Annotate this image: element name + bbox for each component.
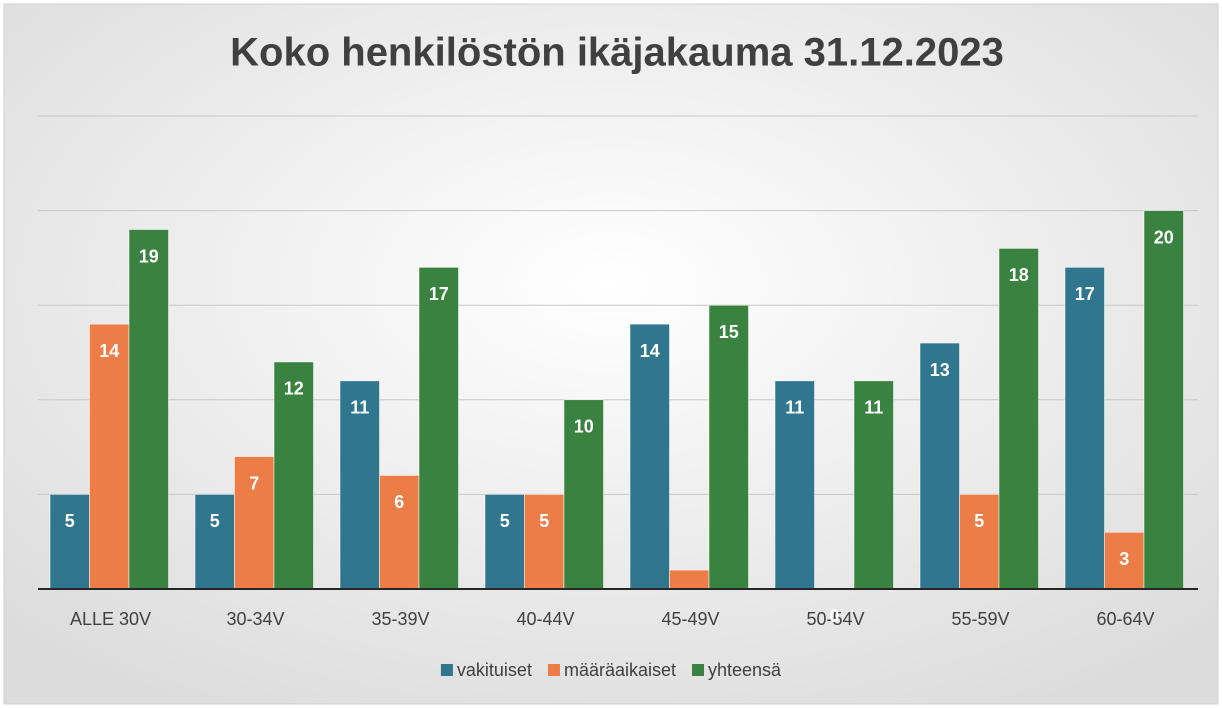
bar bbox=[1143, 210, 1184, 590]
data-label: 11 bbox=[350, 398, 369, 418]
data-label: 10 bbox=[574, 417, 594, 437]
bar bbox=[524, 494, 565, 590]
data-label: 3 bbox=[1119, 549, 1129, 569]
bar bbox=[128, 229, 169, 590]
bar bbox=[629, 323, 670, 590]
bar bbox=[998, 248, 1039, 590]
x-tick-label: 60-64V bbox=[1096, 609, 1154, 629]
bar bbox=[1104, 531, 1145, 590]
bar bbox=[1064, 267, 1105, 590]
bar bbox=[853, 380, 894, 590]
data-label: 5 bbox=[65, 511, 75, 531]
bar bbox=[49, 494, 90, 590]
x-tick-label: 45-49V bbox=[661, 609, 719, 629]
data-label: 0 bbox=[829, 606, 839, 626]
bar bbox=[339, 380, 380, 590]
data-label: 19 bbox=[139, 246, 159, 266]
x-tick-label: ALLE 30V bbox=[70, 609, 151, 629]
data-label: 14 bbox=[640, 341, 660, 361]
data-label: 15 bbox=[719, 322, 739, 342]
legend-label: määräaikaiset bbox=[564, 660, 676, 680]
x-tick-label: 30-34V bbox=[226, 609, 284, 629]
data-label: 20 bbox=[1154, 227, 1174, 247]
data-label: 5 bbox=[974, 511, 984, 531]
bar bbox=[418, 267, 459, 590]
x-tick-label: 35-39V bbox=[371, 609, 429, 629]
data-label: 17 bbox=[429, 284, 449, 304]
bar bbox=[959, 494, 1000, 590]
chart-title: Koko henkilöstön ikäjakauma 31.12.2023 bbox=[230, 31, 1004, 75]
data-label: 12 bbox=[284, 379, 304, 399]
bar bbox=[919, 342, 960, 590]
bar bbox=[194, 494, 235, 590]
data-label: 11 bbox=[864, 398, 883, 418]
legend-swatch bbox=[692, 664, 705, 676]
data-label: 13 bbox=[930, 360, 950, 380]
bar bbox=[273, 361, 314, 590]
x-tick-label: 40-44V bbox=[516, 609, 574, 629]
legend-swatch bbox=[440, 664, 453, 676]
data-label: 7 bbox=[249, 473, 259, 493]
legend-label: vakituiset bbox=[457, 660, 532, 680]
data-label: 6 bbox=[394, 492, 404, 512]
x-tick-label: 50-54V bbox=[806, 609, 864, 629]
bar bbox=[563, 399, 604, 590]
data-label: 5 bbox=[500, 511, 510, 531]
data-label: 5 bbox=[210, 511, 220, 531]
x-tick-label: 55-59V bbox=[951, 609, 1009, 629]
legend-label: yhteensä bbox=[708, 660, 782, 680]
bar bbox=[669, 569, 710, 590]
data-label: 18 bbox=[1009, 265, 1029, 285]
bar bbox=[484, 494, 525, 590]
data-label: 5 bbox=[539, 511, 549, 531]
data-label: 17 bbox=[1075, 284, 1095, 304]
data-label: 11 bbox=[785, 398, 804, 418]
data-label: 14 bbox=[99, 341, 119, 361]
bar bbox=[89, 323, 130, 590]
bar bbox=[708, 304, 749, 590]
legend-swatch bbox=[547, 664, 560, 676]
bar bbox=[379, 475, 420, 590]
